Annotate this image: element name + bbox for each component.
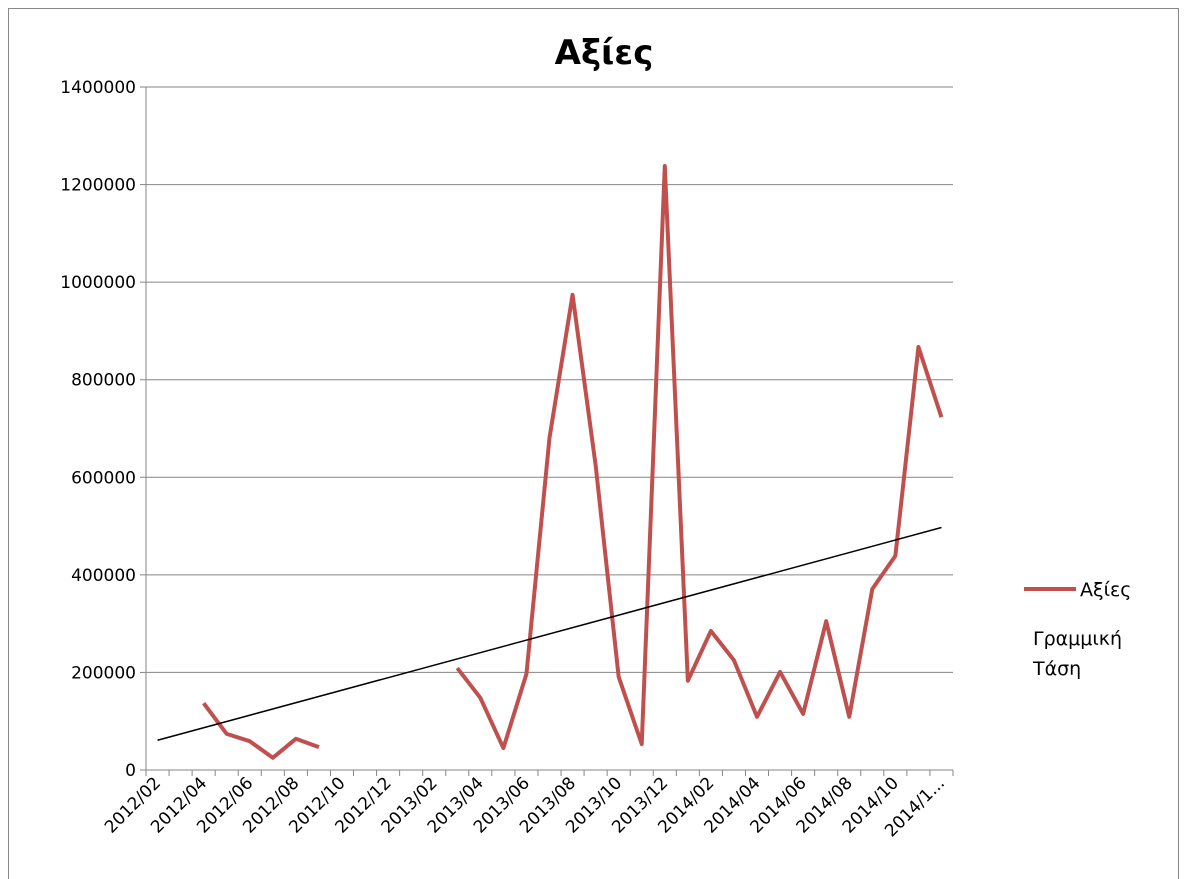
y-tick-label: 1200000 [60,176,136,196]
chart-title: Αξίες [555,33,654,73]
legend-trendline-label: Γραμμική Τάση [1033,628,1123,680]
y-tick-label: 600000 [71,468,136,488]
series-line [202,164,944,760]
y-tick-label: 1400000 [60,78,136,98]
legend-label: Αξίες [1080,579,1131,601]
y-tick-label: 400000 [71,566,136,586]
y-tick-label: 1000000 [60,273,136,293]
y-tick-label: 200000 [71,663,136,683]
y-tick-label: 0 [125,761,136,781]
trendline [157,526,942,741]
y-tick-label: 800000 [71,371,136,391]
